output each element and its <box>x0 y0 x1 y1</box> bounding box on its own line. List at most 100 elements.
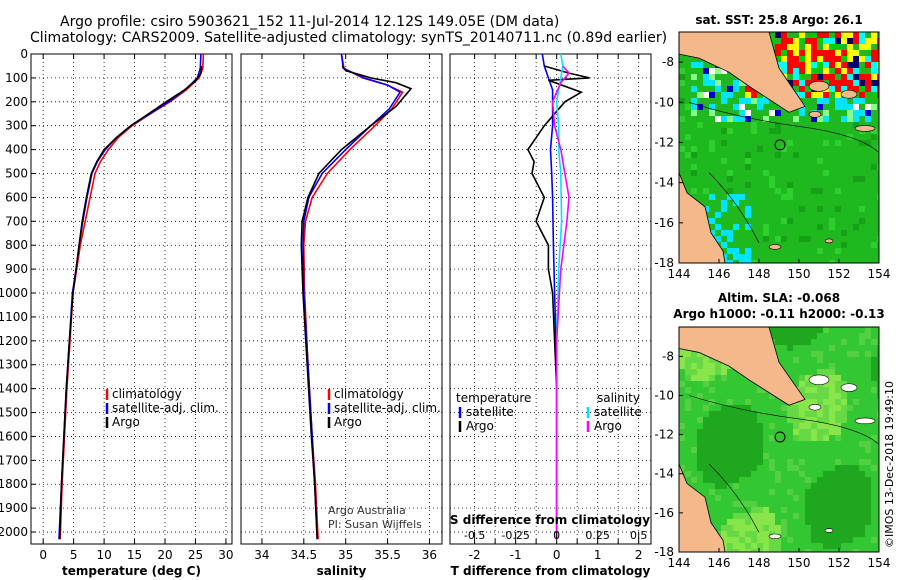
map-pixel <box>823 116 829 122</box>
map-pixel <box>691 164 697 170</box>
map-pixel <box>745 98 751 104</box>
map-pixel <box>871 92 877 98</box>
map-x-tick-label: 154 <box>868 267 891 281</box>
map-pixel <box>745 549 751 552</box>
map-pixel <box>805 477 811 483</box>
map-pixel <box>793 465 799 471</box>
map-pixel <box>757 453 763 459</box>
map-pixel <box>775 122 781 128</box>
map-pixel <box>793 68 799 74</box>
map-pixel <box>751 122 757 128</box>
map-pixel <box>853 38 859 44</box>
map-pixel <box>859 501 865 507</box>
map-pixel <box>751 459 757 465</box>
x-tick-label: 25 <box>188 548 203 562</box>
map-pixel <box>847 38 853 44</box>
map-pixel <box>727 429 733 435</box>
map-pixel <box>685 369 691 375</box>
series-line-salinity-argo <box>551 65 571 540</box>
map-pixel <box>799 80 805 86</box>
map-pixel <box>823 537 829 543</box>
map-pixel <box>877 393 879 399</box>
land-island <box>840 89 858 99</box>
map-pixel <box>769 176 775 182</box>
land-island <box>768 533 782 539</box>
map-pixel <box>817 513 823 519</box>
map-pixel <box>757 146 763 152</box>
map-pixel <box>781 194 787 200</box>
map-pixel <box>835 140 841 146</box>
map-pixel <box>877 387 879 393</box>
map-pixel <box>865 38 871 44</box>
map-pixel <box>853 351 859 357</box>
map-pixel <box>811 483 817 489</box>
map-pixel <box>781 519 787 525</box>
map-pixel <box>745 254 751 260</box>
map-y-tick-label: -14 <box>654 176 674 190</box>
map-pixel <box>841 477 847 483</box>
map-pixel <box>727 459 733 465</box>
map-pixel <box>751 441 757 447</box>
map-pixel <box>679 80 685 86</box>
map-pixel <box>721 363 727 369</box>
map-pixel <box>859 459 865 465</box>
map-pixel <box>877 32 879 38</box>
map-pixel <box>799 387 805 393</box>
map-pixel <box>745 471 751 477</box>
map-pixel <box>685 399 691 405</box>
map-pixel <box>775 549 781 552</box>
map-pixel <box>745 164 751 170</box>
map-pixel <box>679 363 685 369</box>
map-pixel <box>709 194 715 200</box>
top-axis-tick-label: 0.5 <box>630 529 648 542</box>
map-pixel <box>787 405 793 411</box>
map-pixel <box>835 38 841 44</box>
map-pixel <box>697 351 703 357</box>
map-pixel <box>817 537 823 543</box>
map-pixel <box>715 80 721 86</box>
map-pixel <box>721 531 727 537</box>
map-pixel <box>733 477 739 483</box>
map-pixel <box>733 248 739 254</box>
map-pixel <box>739 549 745 552</box>
y-tick-label: 600 <box>5 190 28 204</box>
map-pixel <box>721 369 727 375</box>
map-pixel <box>859 38 865 44</box>
map-pixel <box>829 345 835 351</box>
legend-label: satellite-adj. clim. <box>112 401 219 415</box>
map-pixel <box>835 50 841 56</box>
map-pixel <box>709 471 715 477</box>
map-pixel <box>835 495 841 501</box>
map-pixel <box>811 188 817 194</box>
map-pixel <box>745 453 751 459</box>
map-pixel <box>853 465 859 471</box>
map-pixel <box>733 525 739 531</box>
map-pixel <box>865 477 871 483</box>
map-pixel <box>871 465 877 471</box>
map-pixel <box>793 357 799 363</box>
map-pixel <box>745 537 751 543</box>
map-pixel <box>859 56 865 62</box>
map-pixel <box>847 104 853 110</box>
x-tick-label: -2 <box>469 548 481 562</box>
map-pixel <box>757 429 763 435</box>
map-pixel <box>835 417 841 423</box>
map-pixel <box>703 405 709 411</box>
x-tick-label: 30 <box>218 548 233 562</box>
map-pixel <box>841 38 847 44</box>
map-pixel <box>865 459 871 465</box>
map-pixel <box>859 32 865 38</box>
map-pixel <box>805 62 811 68</box>
map-pixel <box>697 417 703 423</box>
map-pixel <box>715 435 721 441</box>
map-pixel <box>697 435 703 441</box>
map-pixel <box>829 429 835 435</box>
map-pixel <box>859 531 865 537</box>
map-pixel <box>739 104 745 110</box>
map-pixel <box>769 489 775 495</box>
map-y-tick-label: -10 <box>654 388 674 402</box>
map-pixel <box>775 32 781 38</box>
map-pixel <box>823 501 829 507</box>
map-pixel <box>865 116 871 122</box>
map-pixel <box>781 236 787 242</box>
